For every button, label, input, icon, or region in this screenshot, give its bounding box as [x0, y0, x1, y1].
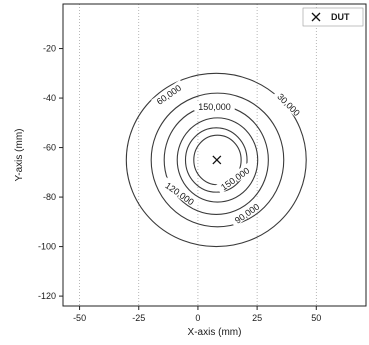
contour-line — [150, 92, 285, 228]
x-tick-label: 50 — [311, 313, 321, 323]
x-tick-label: 25 — [252, 313, 262, 323]
legend-box — [302, 7, 364, 27]
contour-label-text: 150,000 — [198, 102, 231, 112]
y-tick-label: -100 — [38, 242, 56, 252]
y-axis-title: Y-axis (mm) — [14, 129, 25, 182]
contour-label-knockout — [151, 79, 186, 109]
axis-ticks: -50 -25 0 25 50 -20 -40 -60 -80 -100 -120 — [38, 44, 321, 323]
contour-label-knockout — [229, 198, 264, 227]
contour-label-knockout — [273, 88, 306, 121]
contour-label: 150,000 — [215, 162, 255, 194]
x-axis-title: X-axis (mm) — [188, 327, 242, 338]
x-tick-label: 0 — [195, 313, 200, 323]
contour-label-text: 30,000 — [275, 92, 302, 119]
y-tick-label: -20 — [43, 44, 56, 54]
contour-label-knockout — [215, 162, 255, 194]
plot-frame — [62, 3, 367, 307]
contour-label: 90,000 — [229, 198, 264, 227]
contour-label-text: 120,000 — [163, 180, 195, 207]
contour-label-knockout — [194, 100, 235, 111]
x-tick-label: -50 — [73, 313, 86, 323]
dut-x-marker-icon — [212, 155, 222, 165]
legend: DUT — [302, 7, 364, 27]
y-tick-label: -40 — [43, 93, 56, 103]
contour-line — [176, 117, 259, 203]
contour-label: 150,000 — [194, 100, 235, 112]
contour-line — [184, 127, 248, 193]
y-tick-label: -60 — [43, 143, 56, 153]
dut-marker — [212, 155, 222, 165]
contour-label-knockout — [160, 177, 200, 209]
legend-dut-label: DUT — [331, 12, 350, 22]
legend-dut-marker-icon — [311, 12, 321, 22]
contour-line — [125, 72, 307, 248]
x-tick-label: -25 — [132, 313, 145, 323]
contour-label: 30,000 — [273, 88, 306, 121]
legend-x-glyph — [311, 12, 321, 22]
grid-lines — [79, 4, 317, 306]
y-tick-label: -80 — [43, 192, 56, 202]
y-tick-label: -120 — [38, 291, 56, 301]
